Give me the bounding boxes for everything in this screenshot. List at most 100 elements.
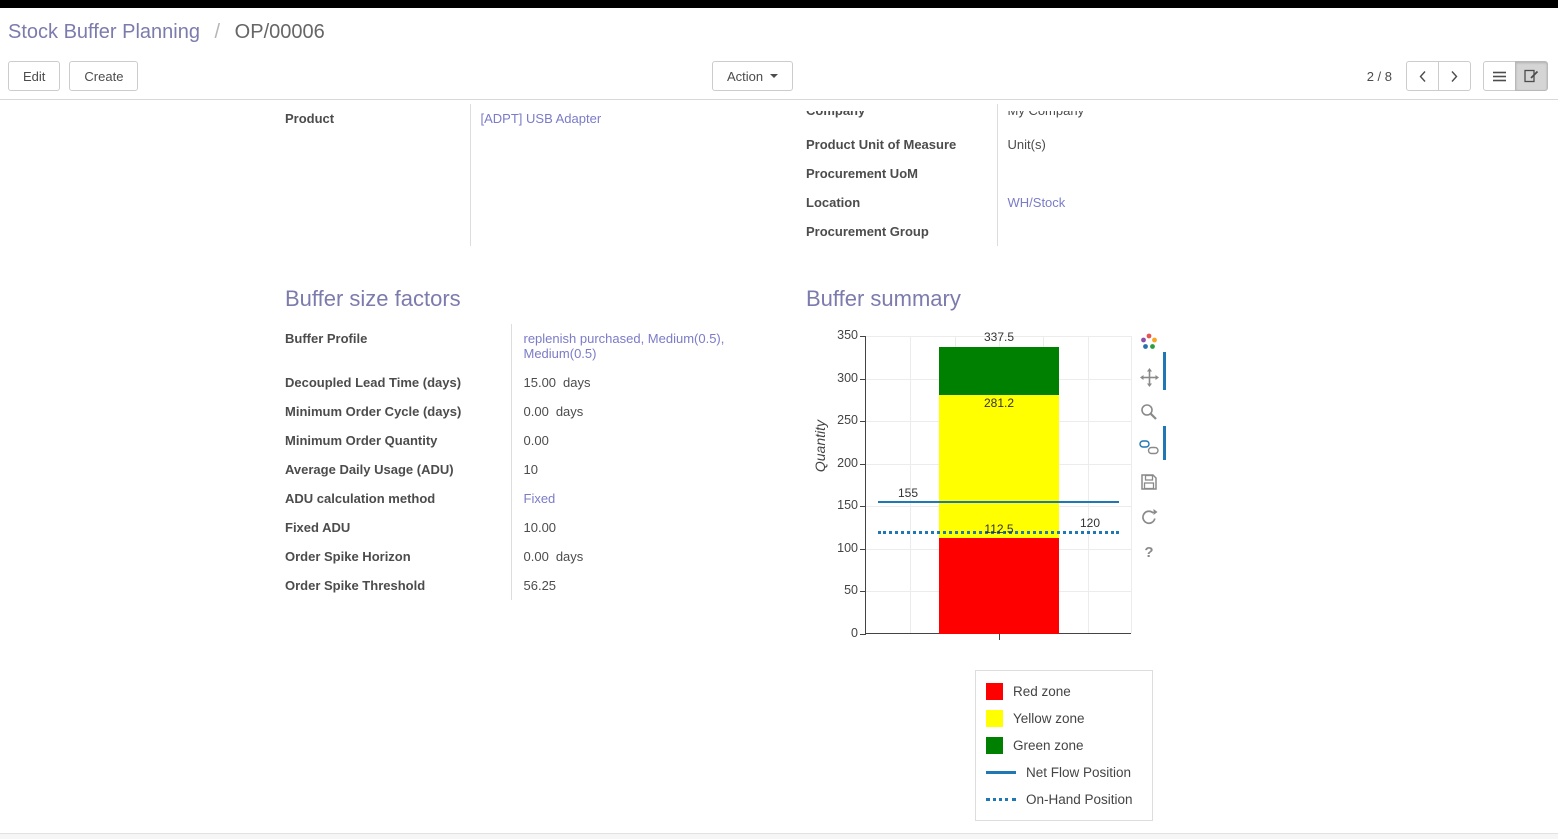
field-row: Minimum Order Cycle (days) 0.00 days bbox=[285, 397, 778, 426]
pager-buttons bbox=[1406, 61, 1471, 91]
field-suffix: days bbox=[563, 375, 591, 390]
action-dropdown-button[interactable]: Action bbox=[712, 61, 794, 91]
pager-next-button[interactable] bbox=[1438, 61, 1471, 91]
field-label: Procurement Group bbox=[806, 224, 929, 239]
field-value: Unit(s) bbox=[1007, 137, 1046, 152]
chevron-left-icon bbox=[1419, 70, 1426, 82]
zone-red bbox=[939, 538, 1059, 634]
chart-annotation: 112.5 bbox=[984, 522, 1014, 537]
field-row: Average Daily Usage (ADU) 10 bbox=[285, 455, 778, 484]
chart-plot-area: 337.5 281.2 155 112.5 120 0 50 100 150 200 2… bbox=[837, 328, 1132, 640]
y-tick-label: 0 bbox=[851, 626, 858, 640]
legend-item[interactable]: Green zone bbox=[986, 732, 1142, 759]
save-icon[interactable] bbox=[1139, 472, 1159, 492]
chart-legend: Red zone Yellow zone Green zone Net Flow… bbox=[975, 670, 1153, 821]
create-button[interactable]: Create bbox=[69, 61, 139, 91]
field-value: 56.25 bbox=[523, 578, 557, 593]
section-title-buffer-size-factors: Buffer size factors bbox=[285, 286, 461, 311]
buffer-summary-chart: Quantity 337.5 281.2 155 112.5 120 0 50 100 … bbox=[806, 324, 1273, 660]
control-panel: Edit Create Action 2 / 8 bbox=[0, 53, 1558, 100]
list-view-button[interactable] bbox=[1483, 61, 1516, 91]
y-tick-label: 250 bbox=[837, 413, 858, 428]
field-label: Location bbox=[806, 195, 861, 210]
breadcrumb: Stock Buffer Planning / OP/00006 bbox=[0, 8, 1558, 53]
legend-label: Green zone bbox=[1013, 738, 1084, 753]
edit-button[interactable]: Edit bbox=[8, 61, 61, 91]
legend-item[interactable]: Yellow zone bbox=[986, 705, 1142, 732]
modebar-active-indicator bbox=[1163, 352, 1166, 390]
section-title-buffer-summary: Buffer summary bbox=[806, 286, 961, 311]
general-fields-right: Company My Company Product Unit of Measu… bbox=[806, 104, 1273, 246]
field-row: Procurement Group bbox=[806, 217, 1273, 246]
field-label: Order Spike Horizon bbox=[285, 549, 411, 564]
form-sheet: Product [ADPT] USB Adapter Company My Co… bbox=[263, 100, 1293, 821]
legend-label: Yellow zone bbox=[1013, 711, 1085, 726]
caret-down-icon bbox=[770, 74, 779, 78]
field-value-link[interactable]: replenish purchased, Medium(0.5), Medium… bbox=[523, 331, 725, 361]
form-icon bbox=[1524, 69, 1539, 83]
zone-green bbox=[939, 346, 1059, 395]
breadcrumb-separator: / bbox=[214, 21, 221, 43]
field-value: My Company bbox=[1008, 111, 1085, 118]
field-value-link[interactable]: [ADPT] USB Adapter bbox=[480, 111, 602, 126]
legend-label: On-Hand Position bbox=[1026, 792, 1133, 807]
form-view-button[interactable] bbox=[1515, 61, 1548, 91]
legend-line-sample bbox=[986, 771, 1016, 774]
breadcrumb-parent-link[interactable]: Stock Buffer Planning bbox=[8, 21, 200, 43]
field-value: 10 bbox=[523, 462, 538, 477]
legend-swatch bbox=[986, 710, 1003, 727]
general-fields-left: Product [ADPT] USB Adapter bbox=[285, 104, 790, 246]
field-suffix: days bbox=[555, 549, 584, 564]
general-field-group: Product [ADPT] USB Adapter Company My Co… bbox=[285, 104, 1273, 246]
legend-label: Net Flow Position bbox=[1026, 765, 1132, 780]
buffer-size-factors-section: Buffer size factors Buffer Profile reple… bbox=[285, 272, 790, 821]
pan-icon[interactable] bbox=[1139, 367, 1159, 387]
breadcrumb-current: OP/00006 bbox=[234, 21, 325, 43]
field-row: Fixed ADU 10.00 bbox=[285, 513, 778, 542]
list-icon bbox=[1493, 71, 1506, 81]
field-row: Location WH/Stock bbox=[806, 188, 1273, 217]
plotly-logo-icon[interactable] bbox=[1139, 332, 1159, 352]
net-flow-position-line bbox=[878, 501, 1119, 504]
legend-item[interactable]: On-Hand Position bbox=[986, 786, 1142, 813]
y-tick-label: 350 bbox=[837, 328, 858, 342]
reset-axes-icon[interactable] bbox=[1139, 507, 1159, 527]
field-value-link[interactable]: Fixed bbox=[523, 491, 556, 506]
on-hand-position-line bbox=[878, 530, 1119, 534]
field-suffix: days bbox=[555, 404, 584, 419]
field-value-link[interactable]: WH/Stock bbox=[1007, 195, 1066, 210]
legend-item[interactable]: Red zone bbox=[986, 678, 1142, 705]
pager-previous-button[interactable] bbox=[1406, 61, 1439, 91]
help-icon[interactable]: ? bbox=[1144, 543, 1154, 561]
action-label: Action bbox=[727, 68, 764, 84]
y-tick-label: 200 bbox=[837, 455, 858, 470]
field-value: 0.00 bbox=[523, 404, 549, 419]
field-row: ADU calculation method Fixed bbox=[285, 484, 778, 513]
field-label: Minimum Order Quantity bbox=[285, 433, 438, 448]
y-tick-label: 50 bbox=[844, 583, 858, 598]
field-label: ADU calculation method bbox=[285, 491, 436, 506]
field-row: Order Spike Threshold 56.25 bbox=[285, 571, 778, 600]
buffer-factor-fields: Buffer Profile replenish purchased, Medi… bbox=[285, 324, 778, 600]
field-row: Order Spike Horizon 0.00 days bbox=[285, 542, 778, 571]
hover-compare-icon[interactable] bbox=[1139, 437, 1159, 457]
zoom-icon[interactable] bbox=[1139, 402, 1159, 422]
field-row: Buffer Profile replenish purchased, Medi… bbox=[285, 324, 778, 368]
field-row: Company My Company bbox=[806, 104, 1273, 130]
field-label: Product Unit of Measure bbox=[806, 137, 957, 152]
y-tick-label: 150 bbox=[837, 498, 858, 513]
top-menu-bar bbox=[0, 0, 1558, 8]
field-label: Average Daily Usage (ADU) bbox=[285, 462, 454, 477]
field-label: Procurement UoM bbox=[806, 166, 918, 181]
field-row: Minimum Order Quantity 0.00 bbox=[285, 426, 778, 455]
legend-swatch bbox=[986, 737, 1003, 754]
chevron-right-icon bbox=[1451, 70, 1458, 82]
legend-item[interactable]: Net Flow Position bbox=[986, 759, 1142, 786]
legend-line-sample bbox=[986, 798, 1016, 801]
modebar-active-indicator bbox=[1163, 426, 1166, 460]
chart-modebar: ? bbox=[1136, 332, 1162, 562]
buffer-summary-section: Buffer summary Quantity 337.5 281.2 155 112… bbox=[790, 272, 1273, 821]
chart-annotation: 281.2 bbox=[983, 395, 1015, 410]
field-value: 15.00 bbox=[523, 375, 557, 390]
field-row: Procurement UoM bbox=[806, 159, 1273, 188]
